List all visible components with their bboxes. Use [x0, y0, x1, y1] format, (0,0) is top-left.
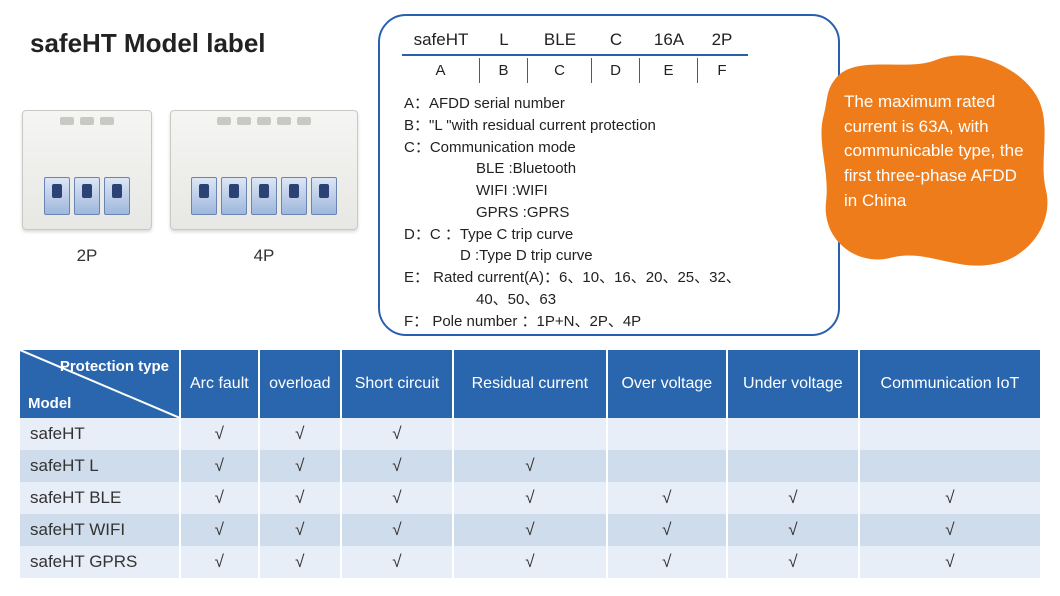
def-c-gprs: GPRS :GPRS — [404, 202, 820, 224]
table-row: safeHT WIFI√√√√√√√ — [20, 514, 1040, 546]
feature-cell: √ — [453, 514, 607, 546]
table-row: safeHT GPRS√√√√√√√ — [20, 546, 1040, 578]
letter-row: A B C D E F — [398, 58, 820, 83]
feature-cell: √ — [259, 482, 341, 514]
def-b: B："L "with residual current protection — [404, 115, 820, 137]
badge-text: The maximum rated current is 63A, with c… — [844, 90, 1024, 213]
model-cell: safeHT — [20, 418, 180, 450]
feature-cell: √ — [341, 482, 453, 514]
letter-f: F — [698, 58, 746, 83]
letter-b: B — [480, 58, 528, 83]
example-d: C — [592, 30, 640, 50]
def-c: C：Communication mode — [404, 137, 820, 159]
example-a: safeHT — [402, 30, 480, 50]
corner-top: Protection type — [60, 358, 169, 375]
feature-cell: √ — [453, 450, 607, 482]
feature-cell — [607, 450, 727, 482]
example-f: 2P — [698, 30, 746, 50]
feature-cell: √ — [727, 546, 859, 578]
feature-cell: √ — [259, 418, 341, 450]
feature-cell: √ — [607, 514, 727, 546]
feature-cell: √ — [341, 418, 453, 450]
feature-cell: √ — [453, 482, 607, 514]
feature-cell: √ — [259, 450, 341, 482]
feature-cell — [607, 418, 727, 450]
feature-cell: √ — [180, 546, 259, 578]
col-overload: overload — [259, 350, 341, 418]
feature-cell: √ — [607, 546, 727, 578]
device-2p: 2P — [22, 110, 152, 266]
feature-cell: √ — [859, 546, 1040, 578]
feature-cell: √ — [259, 514, 341, 546]
letter-c: C — [528, 58, 592, 83]
model-cell: safeHT GPRS — [20, 546, 180, 578]
feature-cell — [859, 418, 1040, 450]
feature-cell — [859, 450, 1040, 482]
table-body: safeHT√√√safeHT L√√√√safeHT BLE√√√√√√√sa… — [20, 418, 1040, 578]
def-e-sub: 40、50、63 — [404, 289, 820, 311]
protection-table: Protection type Model Arc fault overload… — [20, 350, 1040, 578]
col-arc-fault: Arc fault — [180, 350, 259, 418]
example-row: safeHT L BLE C 16A 2P — [398, 30, 820, 50]
table-row: safeHT√√√ — [20, 418, 1040, 450]
feature-cell: √ — [341, 514, 453, 546]
feature-cell: √ — [180, 482, 259, 514]
letter-a: A — [402, 58, 480, 83]
def-c-ble: BLE :Bluetooth — [404, 158, 820, 180]
product-images: 2P 4P — [22, 110, 358, 266]
feature-cell: √ — [180, 450, 259, 482]
col-under-voltage: Under voltage — [727, 350, 859, 418]
feature-cell: √ — [727, 514, 859, 546]
corner-cell: Protection type Model — [20, 350, 180, 418]
def-f: F： Pole number ：1P+N、2P、4P — [404, 311, 820, 333]
def-d: D：C ：Type C trip curve — [404, 224, 820, 246]
feature-cell: √ — [259, 546, 341, 578]
col-over-voltage: Over voltage — [607, 350, 727, 418]
highlight-badge: The maximum rated current is 63A, with c… — [830, 64, 1040, 264]
model-cell: safeHT WIFI — [20, 514, 180, 546]
feature-cell: √ — [453, 546, 607, 578]
feature-cell: √ — [180, 418, 259, 450]
feature-cell: √ — [180, 514, 259, 546]
feature-cell: √ — [859, 514, 1040, 546]
col-residual-current: Residual current — [453, 350, 607, 418]
feature-cell — [727, 450, 859, 482]
feature-cell: √ — [607, 482, 727, 514]
device-label-2p: 2P — [77, 246, 98, 266]
underline — [402, 54, 748, 56]
example-b: L — [480, 30, 528, 50]
def-c-wifi: WIFI :WIFI — [404, 180, 820, 202]
example-e: 16A — [640, 30, 698, 50]
model-label-callout: safeHT L BLE C 16A 2P A B C D E F A：AFDD… — [378, 14, 840, 336]
def-d-sub: D :Type D trip curve — [404, 245, 820, 267]
col-short-circuit: Short circuit — [341, 350, 453, 418]
feature-cell — [453, 418, 607, 450]
def-a: A：AFDD serial number — [404, 93, 820, 115]
table-row: safeHT L√√√√ — [20, 450, 1040, 482]
table-row: safeHT BLE√√√√√√√ — [20, 482, 1040, 514]
feature-cell: √ — [341, 546, 453, 578]
feature-cell — [727, 418, 859, 450]
example-c: BLE — [528, 30, 592, 50]
feature-cell: √ — [859, 482, 1040, 514]
table-header-row: Protection type Model Arc fault overload… — [20, 350, 1040, 418]
device-4p: 4P — [170, 110, 358, 266]
corner-bottom: Model — [28, 395, 71, 412]
letter-e: E — [640, 58, 698, 83]
device-label-4p: 4P — [254, 246, 275, 266]
page-title: safeHT Model label — [30, 28, 266, 59]
model-cell: safeHT BLE — [20, 482, 180, 514]
letter-d: D — [592, 58, 640, 83]
def-e: E： Rated current(A)：6、10、16、20、25、32、 — [404, 267, 820, 289]
definitions: A：AFDD serial number B："L "with residual… — [398, 93, 820, 332]
col-communication-iot: Communication IoT — [859, 350, 1040, 418]
feature-cell: √ — [341, 450, 453, 482]
feature-cell: √ — [727, 482, 859, 514]
model-cell: safeHT L — [20, 450, 180, 482]
